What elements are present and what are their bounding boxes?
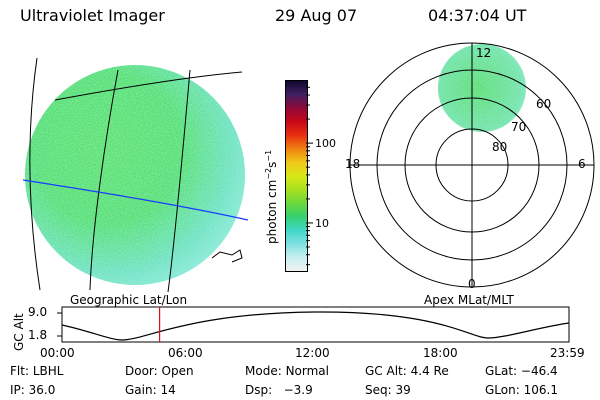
mlt-label-0: 0 [468,277,476,291]
mlt-label-6: 6 [578,157,586,171]
terminator-line [22,179,249,221]
colorbar-tick-label: 10 [315,217,329,230]
ip-info: IP: 36.0 [10,383,56,397]
geo-grid-line [54,71,243,101]
mlat-label-80: 80 [492,140,508,154]
auroral-image-texture [438,44,526,132]
colorbar-unit-label: photon cm−2s−1 [264,149,279,244]
colorbar [285,80,308,272]
altitude-plot [57,306,570,343]
altitude-xtick: 06:00 [168,346,203,360]
altitude-xtick: 12:00 [295,346,330,360]
colorbar-tick-label: 100 [315,137,336,150]
earth-disk-texture [25,65,245,285]
mlat-label-60: 60 [536,97,552,111]
glon-info: GLon: 106.1 [485,383,558,397]
altitude-xtick: 18:00 [423,346,458,360]
date-label: 29 Aug 07 [275,6,358,25]
geo-grid-line [89,69,119,291]
door-info: Door: Open [125,364,194,378]
altitude-plot-frame [61,306,570,343]
polar-plot [349,42,595,288]
mlat-label-70: 70 [511,120,527,134]
filter-info: Flt: LBHL [10,364,64,378]
glat-info: GLat: −46.4 [485,364,558,378]
gain-info: Gain: 14 [125,383,176,397]
seq-info: Seq: 39 [365,383,411,397]
coastline [211,249,243,263]
mlt-label-12: 12 [476,46,492,60]
instrument-title: Ultraviolet Imager [20,6,165,25]
polar-caption: Apex MLat/MLT [424,293,514,307]
gc-alt-info: GC Alt: 4.4 Re [365,364,449,378]
altitude-ylabel: GC Alt [12,313,26,351]
geo-grid-line [29,57,41,291]
altitude-ytick-1.8: 1.8 [28,328,48,342]
altitude-curve [61,311,570,341]
geographic-caption: Geographic Lat/Lon [70,293,188,307]
geo-grid-line [167,69,191,293]
colorbar-axis: 100 10 [306,86,336,266]
altitude-xtick: 23:59 [550,346,585,360]
dsp-info: Dsp: −3.9 [245,383,313,397]
geographic-image-panel [22,57,249,293]
mlt-label-18: 18 [345,157,361,171]
time-label: 04:37:04 UT [428,6,527,25]
altitude-ytick-9: 9.0 [28,305,48,319]
mode-info: Mode: Normal [245,364,329,378]
altitude-xtick: 00:00 [40,346,75,360]
